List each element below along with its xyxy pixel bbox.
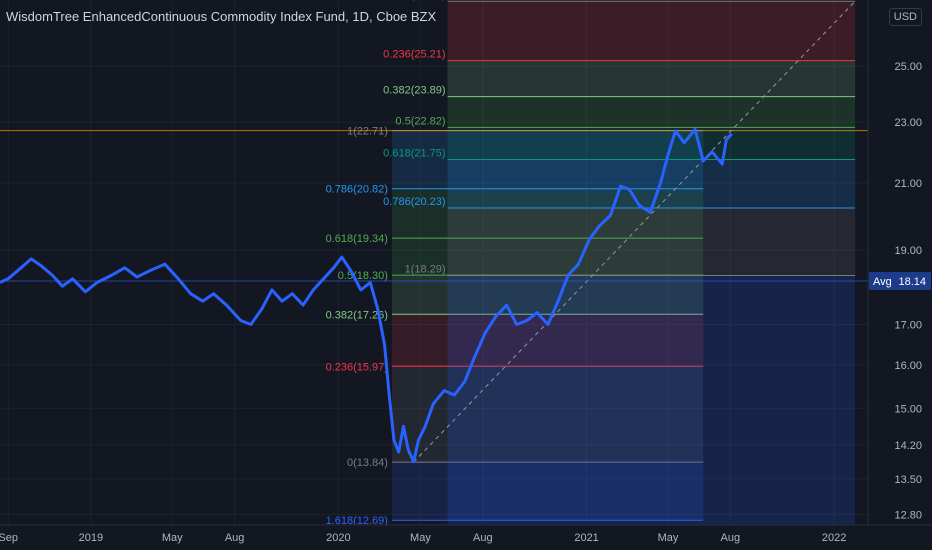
x-tick-label: 2019 xyxy=(79,532,103,544)
fib-retracement-band xyxy=(391,366,704,463)
fib-extension-band xyxy=(447,96,856,128)
fib-retracement-band xyxy=(391,275,704,315)
fib-extension-band xyxy=(447,159,856,208)
fib-extension-level-label: 0.382(23.89) xyxy=(383,85,445,97)
x-tick-label: Aug xyxy=(473,532,493,544)
currency-button[interactable]: USD xyxy=(888,8,922,26)
fib-retracement-level-label: 0.618(19.34) xyxy=(326,233,388,245)
fib-retracement-level-label: 0.5(18.30) xyxy=(338,270,388,282)
fib-trend-line xyxy=(413,0,856,463)
x-tick-label: Aug xyxy=(225,532,245,544)
fib-extension-level-label: 0.786(20.23) xyxy=(383,196,445,208)
avg-badge-label: Avg xyxy=(873,276,892,288)
fib-retracement-level-label: 0.786(20.82) xyxy=(326,184,388,196)
fib-extension-level-label: 0.5(22.82) xyxy=(395,115,445,127)
x-tick-label: 2020 xyxy=(326,532,350,544)
fib-extension-level-label: 0(27.55) xyxy=(405,0,446,1)
x-tick-label: 2021 xyxy=(574,532,598,544)
avg-badge-value: 18.14 xyxy=(898,276,926,288)
fib-extension-band xyxy=(447,207,856,276)
price-line xyxy=(0,127,733,464)
fib-extension-level-label: 0.618(21.75) xyxy=(383,147,445,159)
y-tick-label: 17.00 xyxy=(894,319,922,331)
fib-extension-band xyxy=(447,60,856,97)
fib-retracement-level-label: 0.382(17.26) xyxy=(326,309,388,321)
y-tick-label: 14.20 xyxy=(894,440,922,452)
fib-extension-band xyxy=(447,1,856,61)
x-tick-label: May xyxy=(658,532,679,544)
x-tick-label: 2022 xyxy=(822,532,846,544)
x-tick-label: Aug xyxy=(721,532,741,544)
chart-title: WisdomTree EnhancedContinuous Commodity … xyxy=(6,9,437,24)
y-tick-label: 25.00 xyxy=(894,61,922,73)
y-tick-label: 12.80 xyxy=(894,509,922,521)
fib-extension-lower-area xyxy=(447,275,856,525)
fib-retracement-band xyxy=(391,462,704,521)
y-tick-label: 19.00 xyxy=(894,245,922,257)
x-tick-label: May xyxy=(162,532,183,544)
y-tick-label: 15.00 xyxy=(894,403,922,415)
x-tick-label: Sep xyxy=(0,532,18,544)
fib-retracement-level-label: 1(22.71) xyxy=(347,126,388,138)
fib-retracement-level-label: 0(13.84) xyxy=(347,457,388,469)
time-axis-background xyxy=(0,525,932,550)
y-tick-label: 16.00 xyxy=(894,360,922,372)
y-tick-label: 23.00 xyxy=(894,117,922,129)
x-tick-label: May xyxy=(410,532,431,544)
fib-extension-level-label: 1(18.29) xyxy=(405,263,446,275)
fib-retracement-band xyxy=(391,238,704,276)
y-tick-label: 13.50 xyxy=(894,474,922,486)
fib-extension-band xyxy=(447,127,856,160)
y-tick-label: 21.00 xyxy=(894,178,922,190)
fib-extension-level-label: 0.236(25.21) xyxy=(383,49,445,61)
avg-badge xyxy=(869,272,931,291)
fib-retracement-level-label: 0.236(15.97) xyxy=(326,361,388,373)
fib-retracement-level-label: 1.618(12.69) xyxy=(326,515,388,527)
